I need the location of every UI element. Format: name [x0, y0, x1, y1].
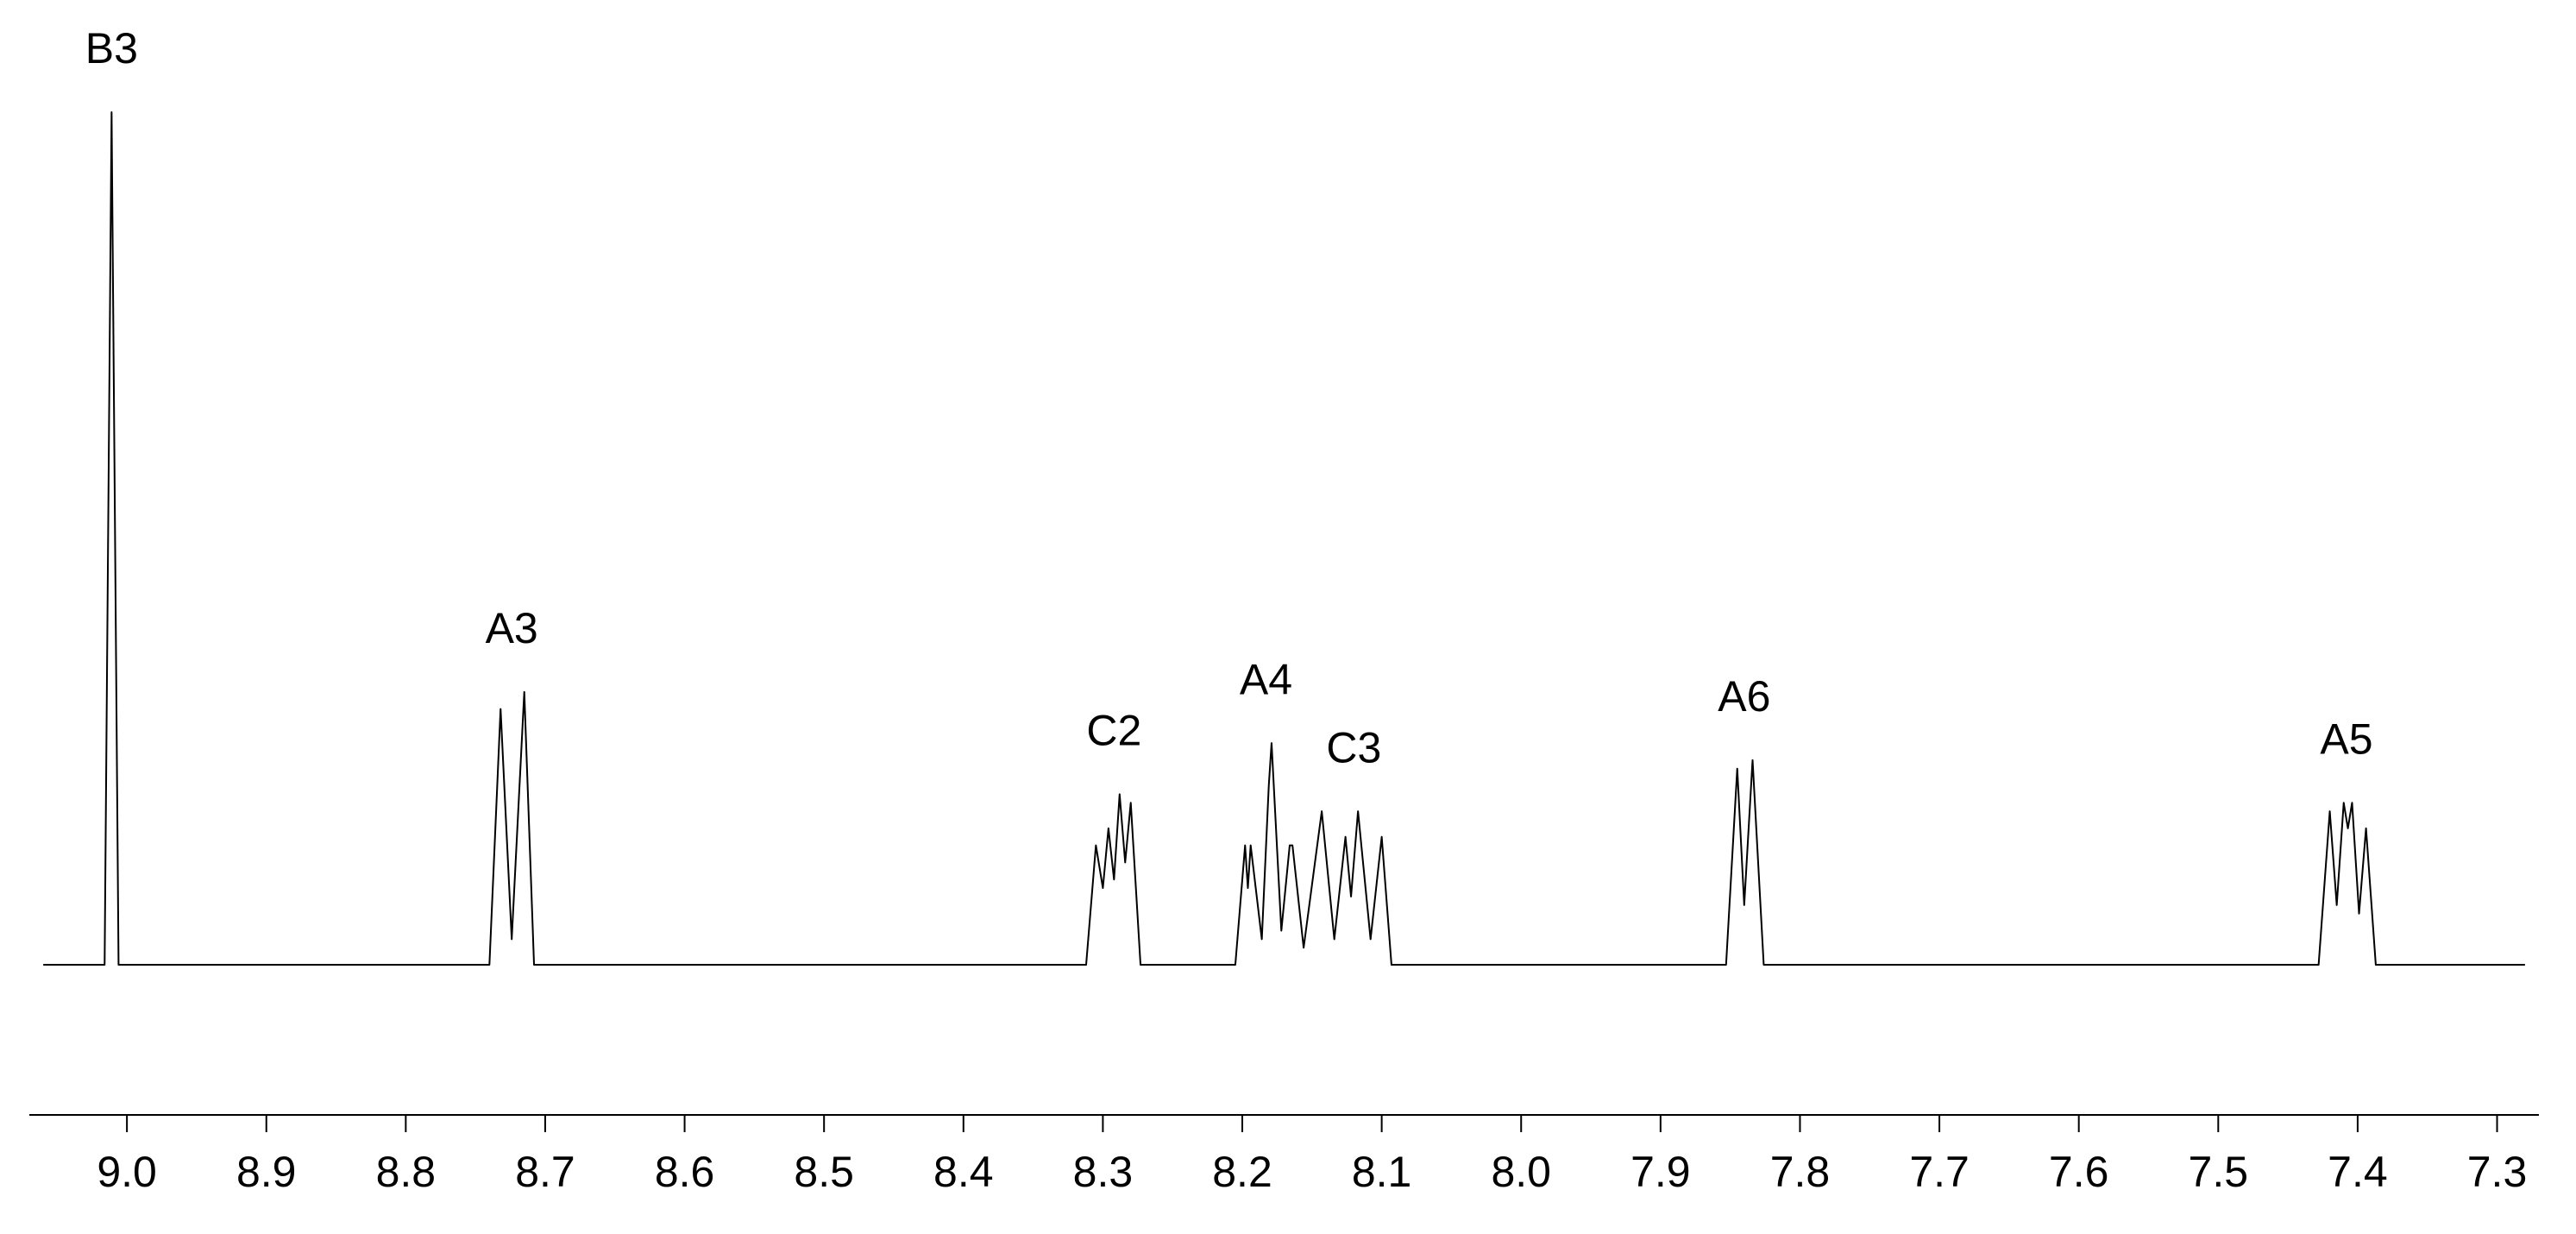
x-tick-label: 8.6 [655, 1148, 715, 1196]
x-tick-label: 8.4 [933, 1148, 994, 1196]
x-tick-label: 8.1 [1352, 1148, 1412, 1196]
peak-label: A5 [2320, 715, 2372, 763]
x-tick-label: 8.7 [515, 1148, 575, 1196]
peak-label: A3 [486, 604, 538, 652]
peak-label: A4 [1240, 655, 1292, 703]
x-tick-label: 8.5 [794, 1148, 854, 1196]
x-tick-label: 9.0 [97, 1148, 157, 1196]
peak-label: C2 [1086, 707, 1141, 755]
x-tick-label: 8.9 [236, 1148, 297, 1196]
x-tick-label: 7.3 [2467, 1148, 2528, 1196]
spectrum-line [43, 111, 2525, 966]
x-tick-label: 7.5 [2189, 1148, 2249, 1196]
x-tick-label: 8.3 [1073, 1148, 1134, 1196]
x-tick-label: 7.4 [2328, 1148, 2388, 1196]
x-tick-label: 7.7 [1909, 1148, 1970, 1196]
peak-label: A6 [1718, 672, 1770, 721]
x-tick-label: 7.6 [2049, 1148, 2109, 1196]
x-tick-label: 8.0 [1491, 1148, 1551, 1196]
peak-label: C3 [1326, 723, 1381, 771]
x-tick-label: 7.8 [1770, 1148, 1831, 1196]
peak-label: B3 [85, 24, 138, 72]
x-tick-label: 7.9 [1630, 1148, 1691, 1196]
x-tick-label: 8.8 [376, 1148, 437, 1196]
x-tick-label: 8.2 [1212, 1148, 1272, 1196]
